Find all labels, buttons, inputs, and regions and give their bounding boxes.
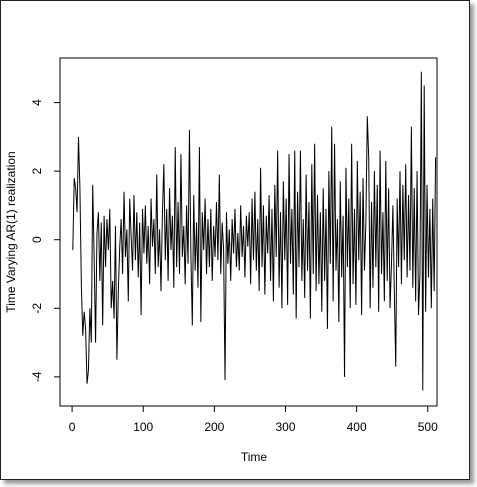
plot-box xyxy=(59,57,438,407)
y-tick-label: -4 xyxy=(30,371,44,382)
y-tick-label: 2 xyxy=(30,167,44,174)
x-tick-label: 0 xyxy=(69,420,76,434)
x-tick-label: 400 xyxy=(347,420,367,434)
chart: Time Time Varying AR(1) realization 0 100… xyxy=(4,57,438,464)
y-tick-label: -2 xyxy=(30,303,44,314)
y-tick-label: 4 xyxy=(30,99,44,106)
x-tick-label: 300 xyxy=(275,420,295,434)
data-line xyxy=(72,71,437,391)
x-axis-label: Time xyxy=(241,450,268,464)
x-tick-label: 500 xyxy=(418,420,438,434)
y-tick-label: 0 xyxy=(30,236,44,243)
x-tick-label: 100 xyxy=(133,420,153,434)
y-axis-label: Time Varying AR(1) realization xyxy=(4,151,18,312)
x-tick-label: 200 xyxy=(204,420,224,434)
